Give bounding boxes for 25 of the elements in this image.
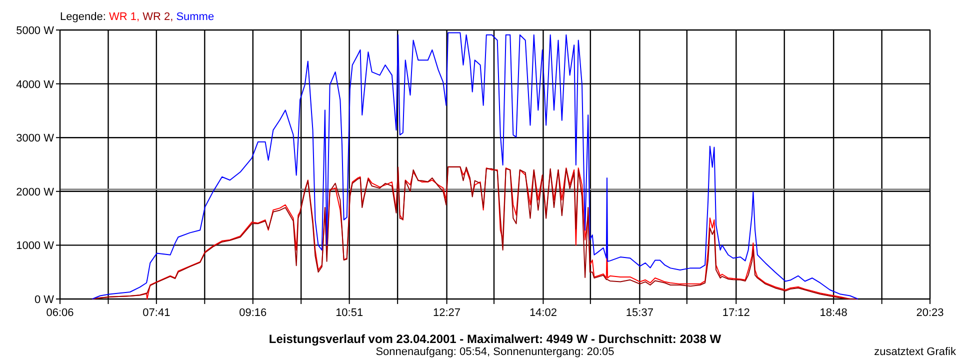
x-tick-label: 07:41 (142, 307, 170, 319)
x-tick-label: 12:27 (433, 307, 461, 319)
text: WR 2, (142, 11, 176, 23)
text: WR 1, (108, 11, 143, 23)
x-tick-label: 18:48 (820, 307, 848, 319)
y-tick-label: 2000 W (16, 186, 55, 198)
x-tick-label: 10:51 (336, 307, 364, 319)
text: zusatztext Grafik (874, 346, 956, 358)
y-tick-label: 0 W (34, 294, 55, 306)
text: Sonnenaufgang: 05:54, Sonnenuntergang: 20:05 (376, 346, 614, 358)
y-tick-label: 1000 W (16, 240, 55, 252)
x-tick-label: 20:23 (916, 307, 944, 319)
x-tick-label: 06:06 (46, 307, 74, 319)
text: Summe (176, 11, 214, 23)
x-tick-label: 09:16 (239, 307, 267, 319)
x-tick-label: 14:02 (529, 307, 557, 319)
line-series (92, 166, 858, 300)
text: Leistungsverlauf vom 23.04.2001 - Maximalwert: 4949 W - Durchschnitt: 2038 W (268, 332, 722, 346)
y-tick-label: 5000 W (16, 25, 55, 37)
y-tick-label: 3000 W (16, 132, 55, 145)
legend-title: Legende: (60, 11, 109, 23)
x-tick-label: 15:37 (626, 307, 654, 319)
x-tick-label: 17:12 (722, 307, 750, 319)
y-tick-label: 4000 W (16, 78, 55, 91)
line-series (92, 32, 858, 300)
